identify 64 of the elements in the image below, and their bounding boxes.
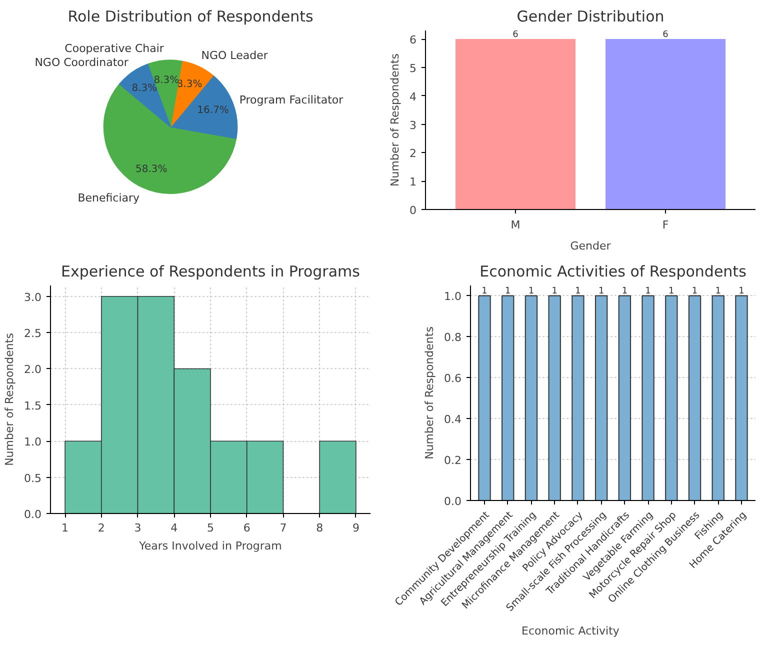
y-tick-label: 4 xyxy=(410,90,416,104)
y-tick-label: 1.0 xyxy=(444,290,462,304)
data-label: 1 xyxy=(668,286,674,297)
y-tick-label: 1 xyxy=(410,176,416,189)
y-tick-label: 1.0 xyxy=(24,436,42,449)
y-tick-label: 0.4 xyxy=(444,413,462,426)
data-label: 1 xyxy=(528,286,534,297)
data-label: 1 xyxy=(692,286,698,297)
y-tick-label: 6 xyxy=(410,34,416,47)
y-axis-title: Number of Respondents xyxy=(423,326,436,460)
data-label: 1 xyxy=(482,286,488,297)
data-label: 1 xyxy=(715,286,721,297)
x-tick-label: F xyxy=(662,218,669,232)
y-tick-label: 0.2 xyxy=(444,454,462,468)
y-axis-title: Number of Respondents xyxy=(3,332,16,466)
x-tick-label: 3 xyxy=(134,522,142,534)
x-axis-title: Economic Activity xyxy=(522,624,620,638)
y-tick-label: 0 xyxy=(410,204,416,217)
slice-label: Cooperative Chair xyxy=(64,42,164,56)
x-tick-label: 4 xyxy=(170,522,178,534)
data-label: 1 xyxy=(505,286,511,297)
data-label: 16.7% xyxy=(197,105,229,116)
slice-label: Beneficiary xyxy=(78,192,140,205)
data-label: 58.3% xyxy=(135,164,168,175)
y-tick-label: 2.0 xyxy=(24,363,42,376)
y-tick-label: 0.5 xyxy=(24,472,42,485)
y-tick-label: 0.8 xyxy=(444,331,462,344)
y-tick-label: 3 xyxy=(410,118,416,132)
y-tick-label: 3.0 xyxy=(24,290,42,304)
data-label: 1 xyxy=(552,286,558,297)
x-tick-label: M xyxy=(510,218,520,232)
y-tick-label: 2 xyxy=(410,147,416,160)
y-tick-label: 1.5 xyxy=(24,399,42,412)
y-tick-label: 2.5 xyxy=(24,327,42,340)
data-label: 1 xyxy=(738,286,744,297)
y-tick-label: 0.0 xyxy=(24,508,42,521)
y-axis-title: Number of Respondents xyxy=(388,53,402,186)
x-axis-title: Years Involved in Program xyxy=(138,540,282,552)
x-axis-title: Gender xyxy=(570,240,612,252)
data-label: 8.3% xyxy=(132,83,158,94)
slice-label: NGO Leader xyxy=(201,49,268,62)
chart-title: Gender Distribution xyxy=(516,8,664,26)
x-tick-label: 7 xyxy=(280,522,287,534)
x-tick-label: 2 xyxy=(98,522,105,534)
x-tick-label: 1 xyxy=(62,522,69,534)
slice-label: Program Facilitator xyxy=(239,93,344,106)
slice-label: NGO Coordinator xyxy=(34,56,129,70)
chart-title: Role Distribution of Respondents xyxy=(68,8,314,26)
data-label: 1 xyxy=(622,286,628,297)
x-tick-label: 5 xyxy=(207,522,214,534)
y-tick-label: 0.6 xyxy=(444,372,462,386)
data-label: 6 xyxy=(512,30,519,40)
data-label: 1 xyxy=(575,286,581,297)
x-tick-label: 9 xyxy=(352,522,360,534)
chart-title: Economic Activities of Respondents xyxy=(480,262,747,280)
x-tick-label: 8 xyxy=(316,522,324,534)
data-label: 6 xyxy=(662,30,669,40)
y-tick-label: 0.0 xyxy=(444,495,462,508)
chart-title: Experience of Respondents in Programs xyxy=(61,262,360,280)
x-tick-label: 6 xyxy=(243,522,250,534)
data-label: 1 xyxy=(598,286,604,297)
data-label: 1 xyxy=(645,286,651,297)
y-tick-label: 5 xyxy=(410,62,416,75)
data-label: 8.3% xyxy=(154,74,180,86)
